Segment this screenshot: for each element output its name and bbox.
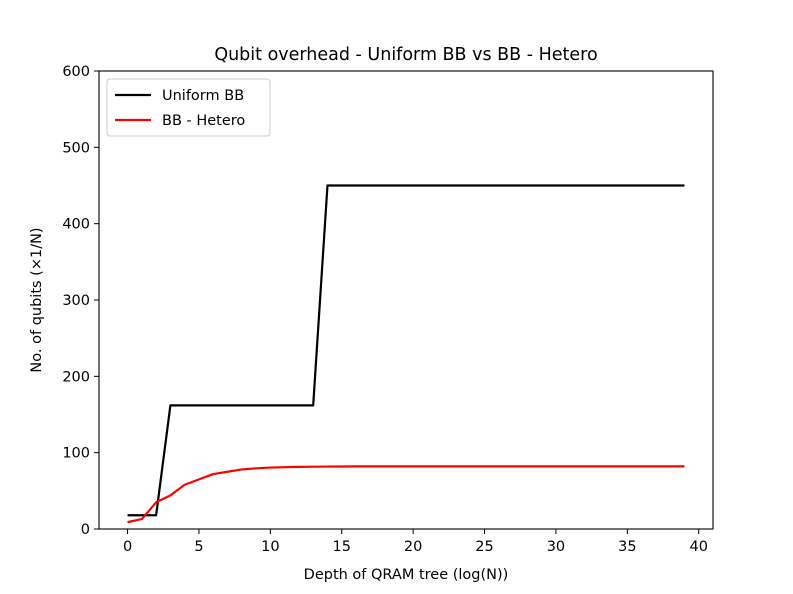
x-tick-label: 5 (194, 539, 203, 555)
x-tick-label: 0 (123, 539, 132, 555)
plot-area-frame (98, 70, 714, 530)
chart-title: Qubit overhead - Uniform BB vs BB - Hete… (214, 45, 597, 65)
x-axis-label: Depth of QRAM tree (log(N)) (304, 567, 509, 583)
x-tick-label: 25 (475, 539, 493, 555)
legend-label-uniform-bb: Uniform BB (162, 88, 244, 104)
y-tick-label: 600 (62, 64, 90, 80)
series-line-uniform-bb (127, 184, 685, 517)
y-tick-label: 400 (62, 217, 90, 233)
y-axis-ticks: 0 100 200 300 400 500 600 (62, 64, 99, 538)
y-tick-label: 200 (62, 369, 90, 385)
legend-label-bb-hetero: BB - Hetero (162, 113, 245, 129)
series-line-bb-hetero (127, 465, 685, 524)
legend-box (106, 78, 271, 137)
y-tick-label: 0 (81, 522, 90, 538)
y-axis-label: No. of qubits (×1/N) (29, 227, 45, 372)
series-layer (127, 184, 685, 524)
y-tick-label: 100 (62, 446, 90, 462)
x-tick-label: 20 (404, 539, 422, 555)
legend: Uniform BB BB - Hetero (106, 78, 271, 137)
y-tick-label: 500 (62, 140, 90, 156)
x-tick-label: 35 (618, 539, 636, 555)
y-tick-label: 300 (62, 293, 90, 309)
x-tick-label: 30 (547, 539, 565, 555)
x-tick-label: 15 (333, 539, 351, 555)
x-tick-label: 10 (261, 539, 279, 555)
x-tick-label: 40 (689, 539, 707, 555)
x-axis-ticks: 0 5 10 15 20 25 30 35 40 (123, 529, 708, 555)
